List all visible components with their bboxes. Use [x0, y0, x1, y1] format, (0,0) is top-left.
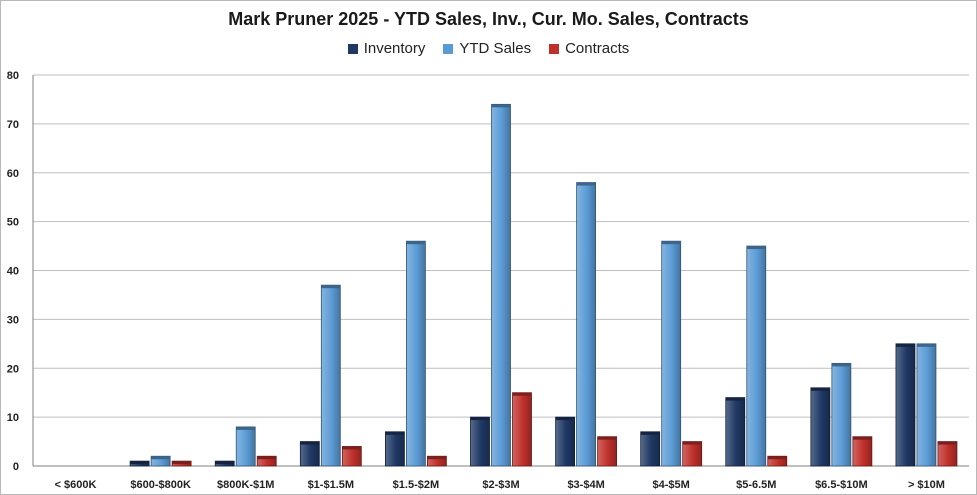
legend-item-ytd-sales: YTD Sales: [443, 40, 531, 57]
y-tick-label-30: 30: [7, 314, 19, 326]
x-tick-label-10m: > $10M: [908, 479, 945, 491]
bar-inventory-2-3m: [470, 416, 490, 467]
bar-contracts-3-4m: [597, 436, 617, 467]
bar-ytd-sales-2-3m: [491, 103, 511, 467]
x-tick-label-5-6-5m: $5-6.5M: [736, 479, 776, 491]
x-tick-label-1-5-2m: $1.5-$2M: [393, 479, 439, 491]
legend-label-contracts: Contracts: [565, 40, 630, 57]
bars: [129, 103, 958, 467]
bar-ytd-sales-6-5-10m: [831, 362, 852, 467]
legend-item-inventory: Inventory: [347, 40, 426, 57]
bar-contracts-800k-1m: [256, 455, 277, 467]
x-tick-label-3-4m: $3-$4M: [567, 479, 604, 491]
x-tick-label-4-5m: $4-$5M: [653, 479, 690, 491]
bar-contracts-1-1-5m: [341, 446, 362, 467]
y-tick-label-20: 20: [7, 363, 19, 375]
legend-label-ytd-sales: YTD Sales: [459, 40, 532, 57]
tick-labels: 0 10 20 30 40 50 60 70 80 < $600K $600-$800K $800K-…: [7, 70, 945, 491]
bar-contracts-4-5m: [682, 441, 703, 467]
legend: Inventory YTD Sales Contracts: [1, 40, 976, 57]
x-tick-label-800k-1m: $800K-$1M: [217, 479, 274, 491]
bar-inventory-5-6-5m: [725, 397, 746, 467]
x-tick-label-2-3m: $2-$3M: [482, 479, 519, 491]
bar-contracts-1-5-2m: [427, 455, 447, 467]
legend-swatch-contracts: [549, 43, 560, 54]
bar-contracts-10m: [937, 441, 958, 467]
bar-ytd-sales-1-1-5m: [320, 284, 341, 467]
x-tick-label-1-1-5m: $1-$1.5M: [308, 479, 354, 491]
bar-contracts-5-6-5m: [767, 455, 788, 467]
y-tick-label-40: 40: [7, 266, 19, 278]
bar-ytd-sales-3-4m: [576, 182, 596, 467]
bar-ytd-sales-10m: [916, 343, 937, 467]
bar-contracts-600-800k: [171, 460, 192, 467]
y-tick-label-70: 70: [7, 119, 19, 131]
bar-contracts-6-5-10m: [852, 436, 873, 467]
y-tick-label-80: 80: [7, 70, 19, 82]
y-tick-label-10: 10: [7, 412, 19, 424]
chart-title: Mark Pruner 2025 - YTD Sales, Inv., Cur.…: [228, 9, 749, 29]
bar-ytd-sales-5-6-5m: [746, 245, 767, 467]
legend-swatch-ytd-sales: [443, 43, 454, 54]
x-tick-label-600-800k: $600-$800K: [130, 479, 191, 491]
bar-inventory-6-5-10m: [810, 387, 831, 467]
legend-label-inventory: Inventory: [363, 40, 426, 57]
legend-item-contracts: Contracts: [549, 40, 629, 57]
y-tick-label-50: 50: [7, 217, 19, 229]
bar-inventory-600-800k: [129, 460, 150, 467]
y-tick-label-60: 60: [7, 168, 19, 180]
y-tick-label-0: 0: [13, 461, 19, 473]
bar-contracts-2-3m: [512, 392, 532, 467]
x-tick-label-600k: < $600K: [55, 479, 97, 491]
bar-ytd-sales-4-5m: [661, 240, 682, 467]
bar-inventory-3-4m: [555, 416, 575, 467]
x-tick-label-6-5-10m: $6.5-$10M: [815, 479, 868, 491]
bar-ytd-sales-1-5-2m: [406, 240, 426, 467]
bar-inventory-4-5m: [640, 431, 661, 467]
bar-inventory-1-1-5m: [299, 441, 320, 467]
bar-inventory-800k-1m: [214, 460, 235, 467]
legend-swatch-inventory: [347, 43, 358, 54]
bar-ytd-sales-800k-1m: [235, 426, 256, 467]
bar-inventory-10m: [895, 343, 916, 467]
bar-inventory-1-5-2m: [385, 431, 405, 467]
bar-ytd-sales-600-800k: [150, 455, 171, 467]
